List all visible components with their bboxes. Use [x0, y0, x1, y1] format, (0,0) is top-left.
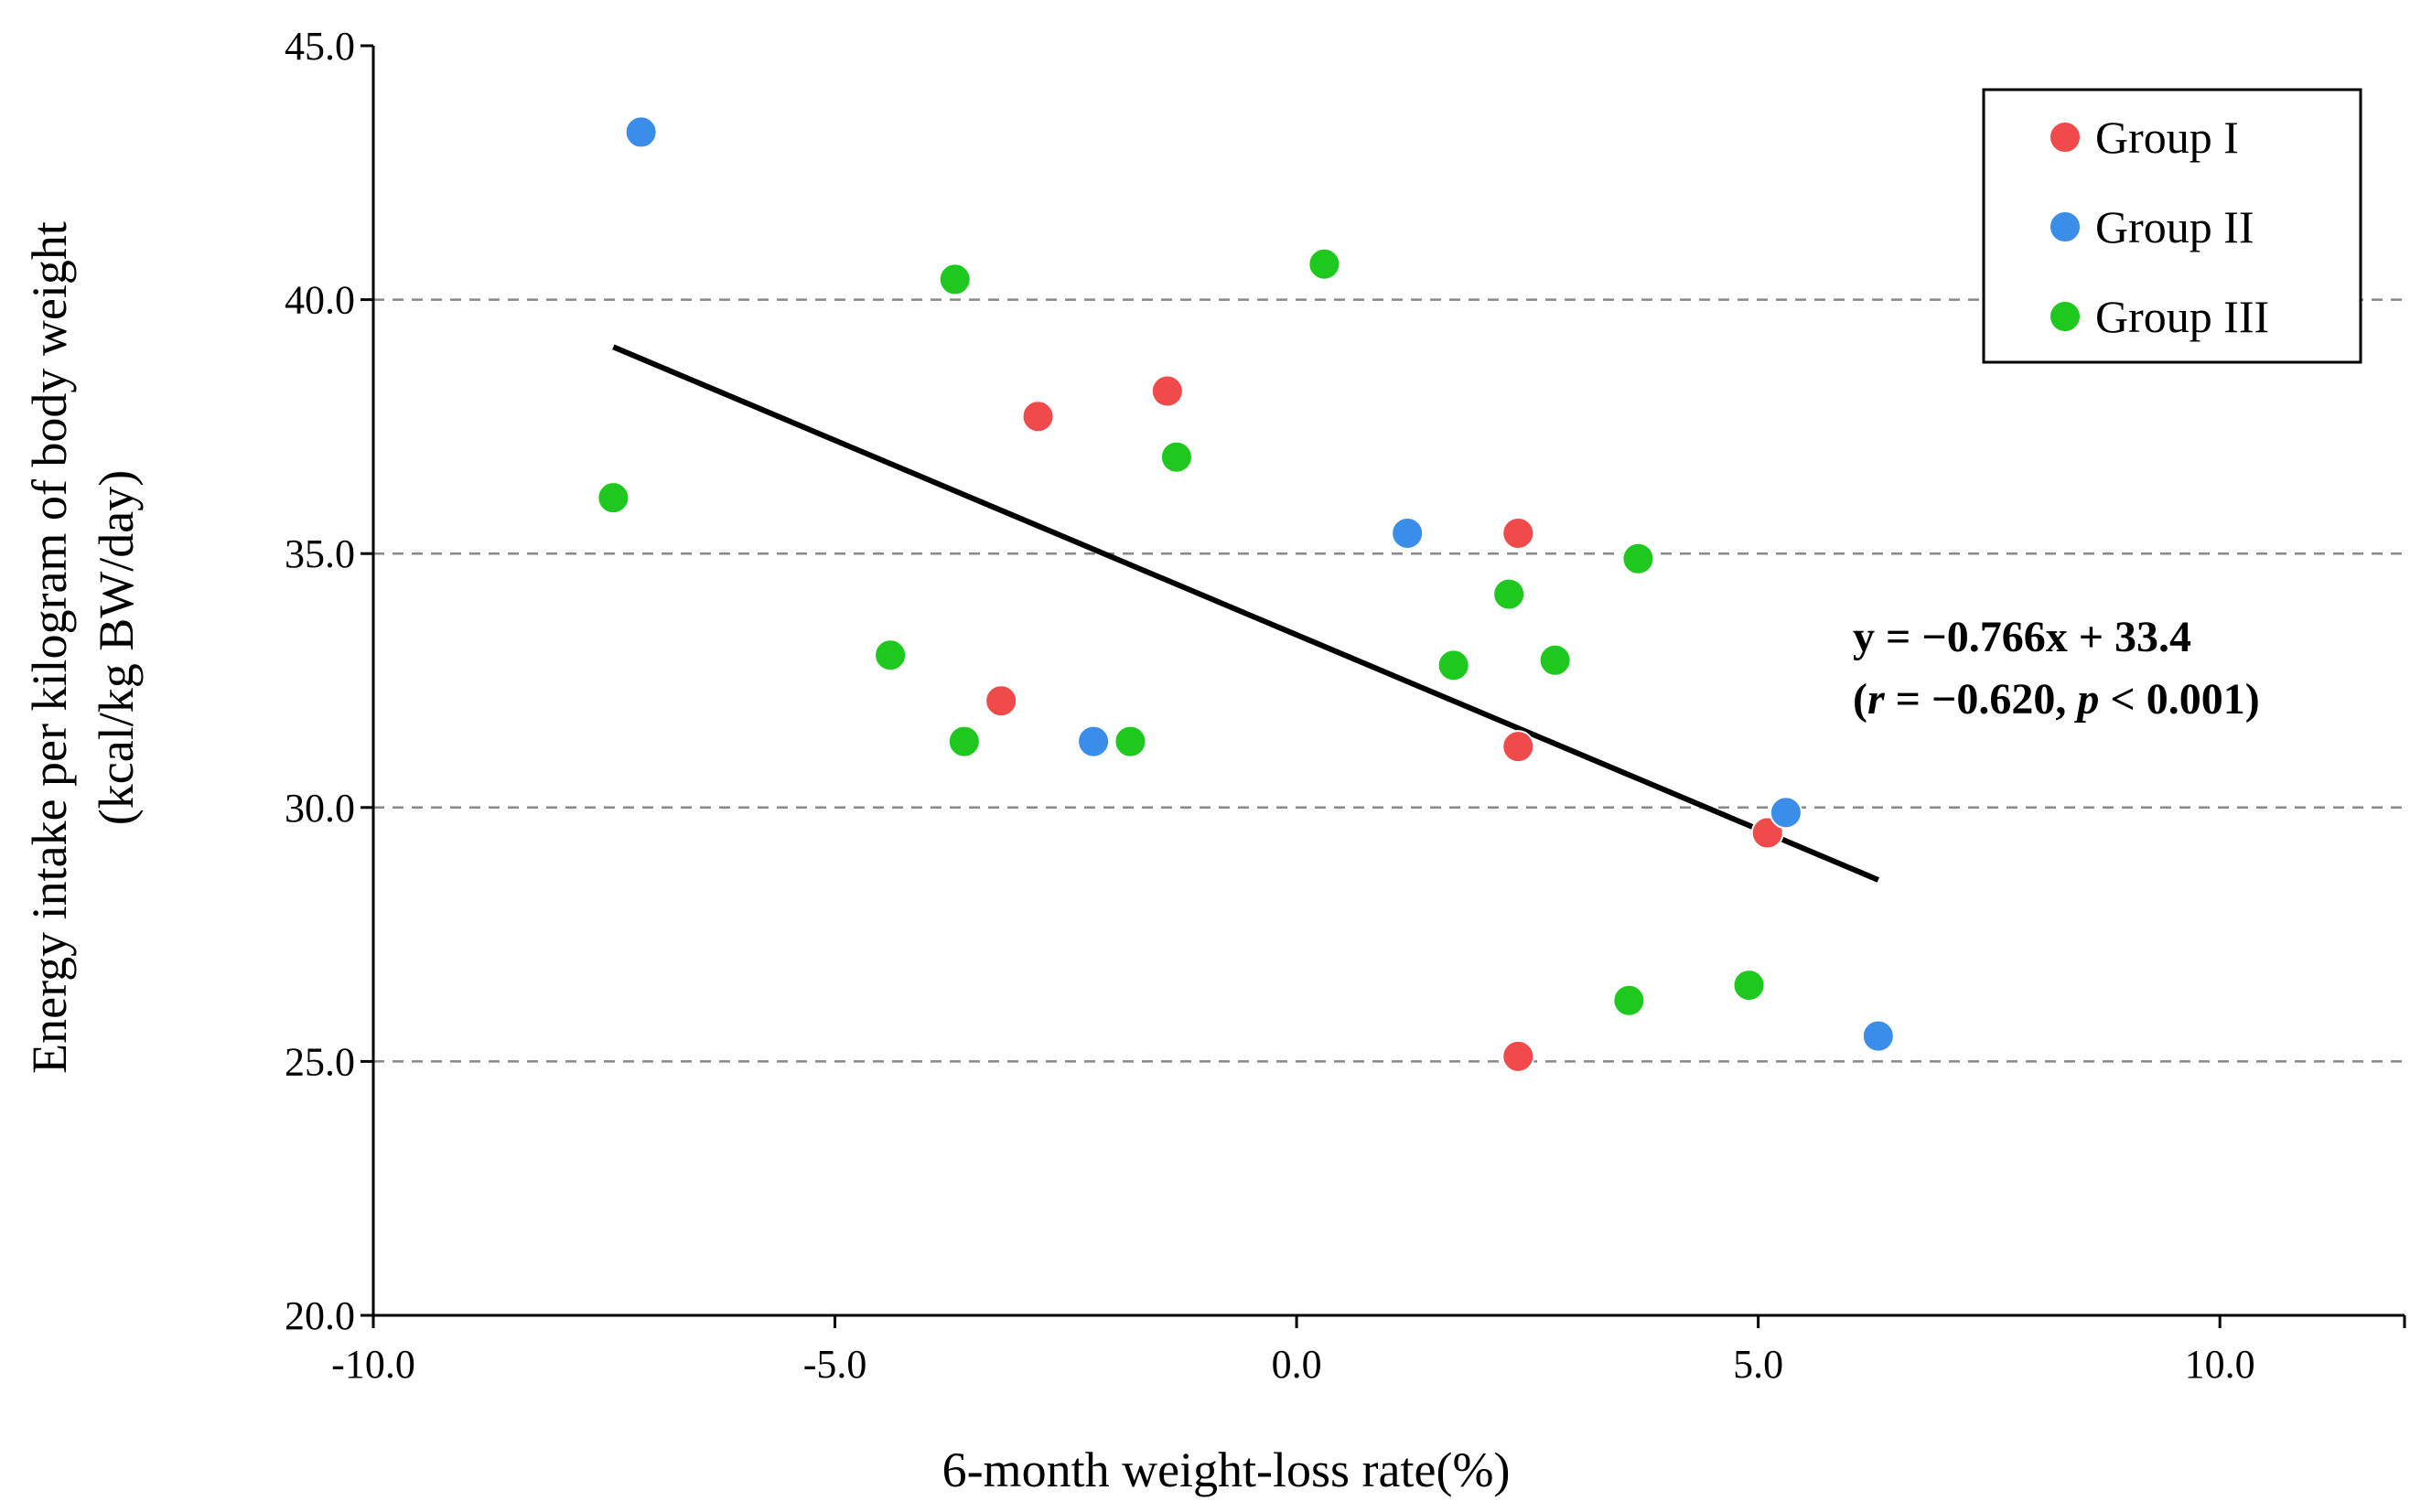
trendline — [612, 344, 1879, 883]
legend: Group I Group II Group III — [1982, 88, 2362, 364]
point-series1-4 — [1501, 730, 1535, 764]
point-series3-0 — [938, 263, 972, 296]
point-series3-1 — [1307, 247, 1341, 281]
data-points — [597, 115, 1895, 1073]
y-axis-subtitle: (kcal/kg BW/day) — [89, 470, 144, 825]
legend-label-1: Group I — [2095, 112, 2239, 163]
legend-label-2: Group II — [2095, 201, 2254, 252]
x-axis-title: 6-month weight-loss rate(%) — [942, 1442, 1511, 1497]
x-tick-label-2: 0.0 — [1272, 1342, 1322, 1387]
correlation-stats: (r = −0.620, p < 0.001) — [1853, 675, 2260, 724]
y-axis-title-line1: Energy intake per kilogram of body weigh… — [22, 221, 77, 1074]
axes — [360, 44, 2406, 1328]
point-series3-3 — [1159, 440, 1193, 474]
regression-equation: y = −0.766x + 33.4 — [1853, 613, 2191, 661]
point-series1-0 — [1021, 400, 1055, 434]
y-tick-label-0: 20.0 — [285, 1293, 355, 1338]
point-series3-11 — [1612, 983, 1646, 1017]
legend-marker-3 — [2049, 300, 2082, 333]
point-series3-7 — [1436, 649, 1470, 682]
legend-label-3: Group III — [2095, 291, 2269, 342]
point-series3-2 — [597, 481, 630, 515]
point-series1-2 — [985, 684, 1018, 718]
point-series1-6 — [1750, 816, 1784, 850]
point-series2-4 — [1861, 1019, 1895, 1053]
legend-marker-2 — [2049, 210, 2082, 243]
y-axis-title-line2: (kcal/kg BW/day) — [89, 470, 144, 825]
x-tick-label-3: 5.0 — [1733, 1342, 1783, 1387]
y-tick-label-2: 30.0 — [285, 786, 355, 831]
regression-annotation: y = −0.766x + 33.4 (r = −0.620, p < 0.00… — [1853, 613, 2260, 724]
tick-labels: 20.0 25.0 30.0 35.0 40.0 45.0 -10.0 -5.0 0.0 5.0 1… — [285, 24, 2255, 1387]
y-tick-label-5: 45.0 — [285, 24, 355, 69]
y-tick-label-4: 40.0 — [285, 278, 355, 323]
point-series3-8 — [1492, 577, 1526, 611]
y-axis-title: Energy intake per kilogram of body weigh… — [22, 221, 77, 1074]
point-series3-12 — [1732, 969, 1766, 1003]
point-series2-1 — [1077, 724, 1111, 758]
point-series3-10 — [1621, 542, 1655, 575]
x-tick-label-0: -10.0 — [331, 1342, 415, 1387]
point-series3-6 — [1114, 724, 1147, 758]
point-series1-1 — [1150, 374, 1184, 408]
point-series3-9 — [1538, 643, 1572, 677]
trendline-group — [612, 344, 1879, 883]
point-series3-4 — [874, 638, 908, 672]
point-series2-0 — [624, 115, 658, 149]
point-series1-3 — [1501, 516, 1535, 550]
y-tick-label-1: 25.0 — [285, 1039, 355, 1084]
point-series3-5 — [947, 724, 981, 758]
x-tick-label-4: 10.0 — [2185, 1342, 2255, 1387]
y-tick-label-3: 35.0 — [285, 531, 355, 576]
point-series2-3 — [1769, 796, 1802, 830]
point-series2-2 — [1391, 516, 1425, 550]
legend-box — [1982, 88, 2362, 364]
legend-marker-1 — [2049, 121, 2082, 154]
point-series1-5 — [1501, 1039, 1535, 1073]
x-tick-label-1: -5.0 — [803, 1342, 867, 1387]
